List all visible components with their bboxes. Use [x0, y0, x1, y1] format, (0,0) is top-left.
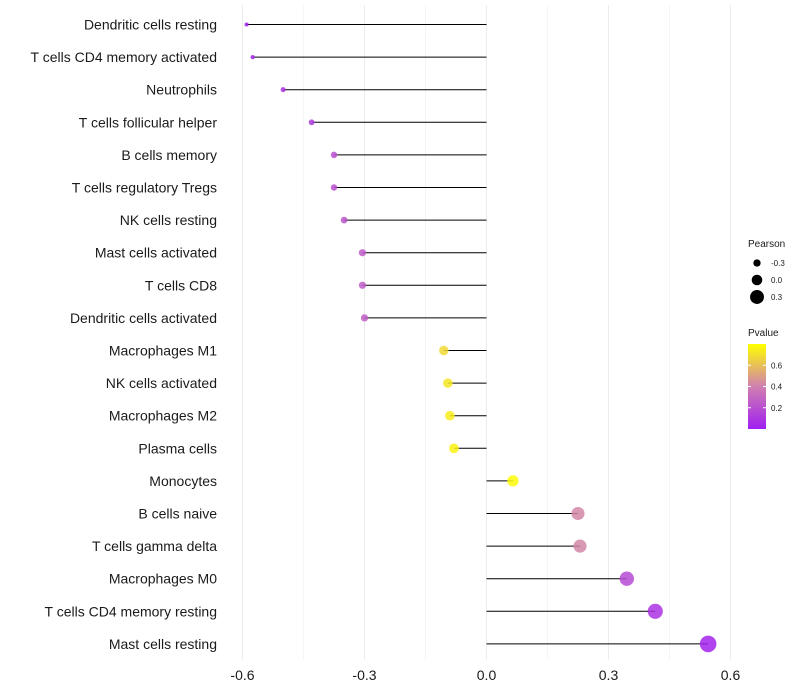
x-tick-label: 0.0 — [477, 667, 497, 683]
lollipop-point — [445, 410, 455, 421]
category-label: T cells regulatory Tregs — [72, 180, 217, 196]
category-label: B cells memory — [121, 147, 217, 163]
lollipop-point — [244, 22, 249, 27]
lollipop-point — [358, 281, 367, 289]
category-label: Mast cells resting — [109, 636, 217, 652]
lollipop-point — [250, 54, 255, 60]
lollipop-point — [358, 249, 367, 257]
lollipop-point — [449, 443, 459, 454]
color-legend-label: 0.6 — [771, 361, 783, 370]
lollipop-point — [571, 506, 585, 521]
lollipop-point — [439, 345, 449, 356]
lollipop-point — [443, 378, 453, 388]
color-legend-bar — [748, 344, 766, 429]
category-label: T cells follicular helper — [79, 114, 218, 130]
category-label: T cells CD4 memory resting — [45, 603, 217, 619]
lollipop-point — [573, 539, 587, 553]
color-legend: Pvalue 0.6 0.4 0.2 — [748, 328, 783, 429]
category-label: T cells CD8 — [145, 277, 217, 293]
lollipop-point — [330, 184, 338, 191]
lollipop-point — [507, 475, 519, 487]
y-axis-category-labels: Dendritic cells resting T cells CD4 memor… — [31, 17, 218, 652]
x-tick-label: 0.6 — [721, 667, 741, 683]
category-label: Dendritic cells resting — [84, 17, 217, 33]
x-tick-label: -0.3 — [352, 667, 376, 683]
x-tick-label: 0.3 — [599, 667, 619, 683]
lollipop-point — [619, 571, 634, 586]
lollipop-point — [280, 87, 286, 93]
grid-lines — [241, 5, 732, 660]
category-label: Macrophages M0 — [109, 571, 217, 587]
lollipop-point — [308, 119, 315, 126]
lollipop-point — [360, 314, 369, 322]
category-label: Macrophages M2 — [109, 408, 217, 424]
lollipop-stems — [246, 24, 709, 645]
color-legend-label: 0.4 — [771, 383, 783, 392]
size-legend: Pearson -0.3 0.0 0.3 — [748, 239, 785, 304]
size-legend-dot — [750, 290, 764, 304]
category-label: Neutrophils — [146, 82, 217, 98]
size-legend-label: 0.0 — [771, 276, 783, 285]
lollipop-point — [647, 603, 663, 619]
category-label: B cells naive — [138, 506, 217, 522]
x-tick-label: -0.6 — [230, 667, 254, 683]
lollipop-point — [340, 216, 348, 224]
lollipop-point — [330, 151, 338, 159]
lollipop-point — [699, 635, 717, 653]
size-legend-title: Pearson — [748, 239, 785, 250]
category-label: Plasma cells — [138, 440, 217, 456]
legend: Pearson -0.3 0.0 0.3 Pvalue 0.6 0.4 0.2 — [748, 239, 785, 429]
category-label: Mast cells activated — [95, 245, 217, 261]
category-label: NK cells resting — [120, 212, 217, 228]
color-legend-title: Pvalue — [748, 328, 779, 339]
category-label: Macrophages M1 — [109, 343, 217, 359]
lollipop-points — [244, 22, 717, 653]
category-label: Monocytes — [149, 473, 217, 489]
category-label: T cells gamma delta — [92, 538, 217, 554]
size-legend-dot — [753, 259, 761, 267]
category-label: NK cells activated — [106, 375, 217, 391]
category-label: T cells CD4 memory activated — [31, 49, 217, 65]
size-legend-dot — [751, 274, 763, 286]
category-label: Dendritic cells activated — [70, 310, 217, 326]
color-legend-label: 0.2 — [771, 404, 783, 413]
size-legend-label: 0.3 — [771, 293, 783, 302]
x-axis-tick-labels: -0.6 -0.3 0.0 0.3 0.6 — [230, 667, 740, 683]
size-legend-label: -0.3 — [771, 259, 785, 268]
